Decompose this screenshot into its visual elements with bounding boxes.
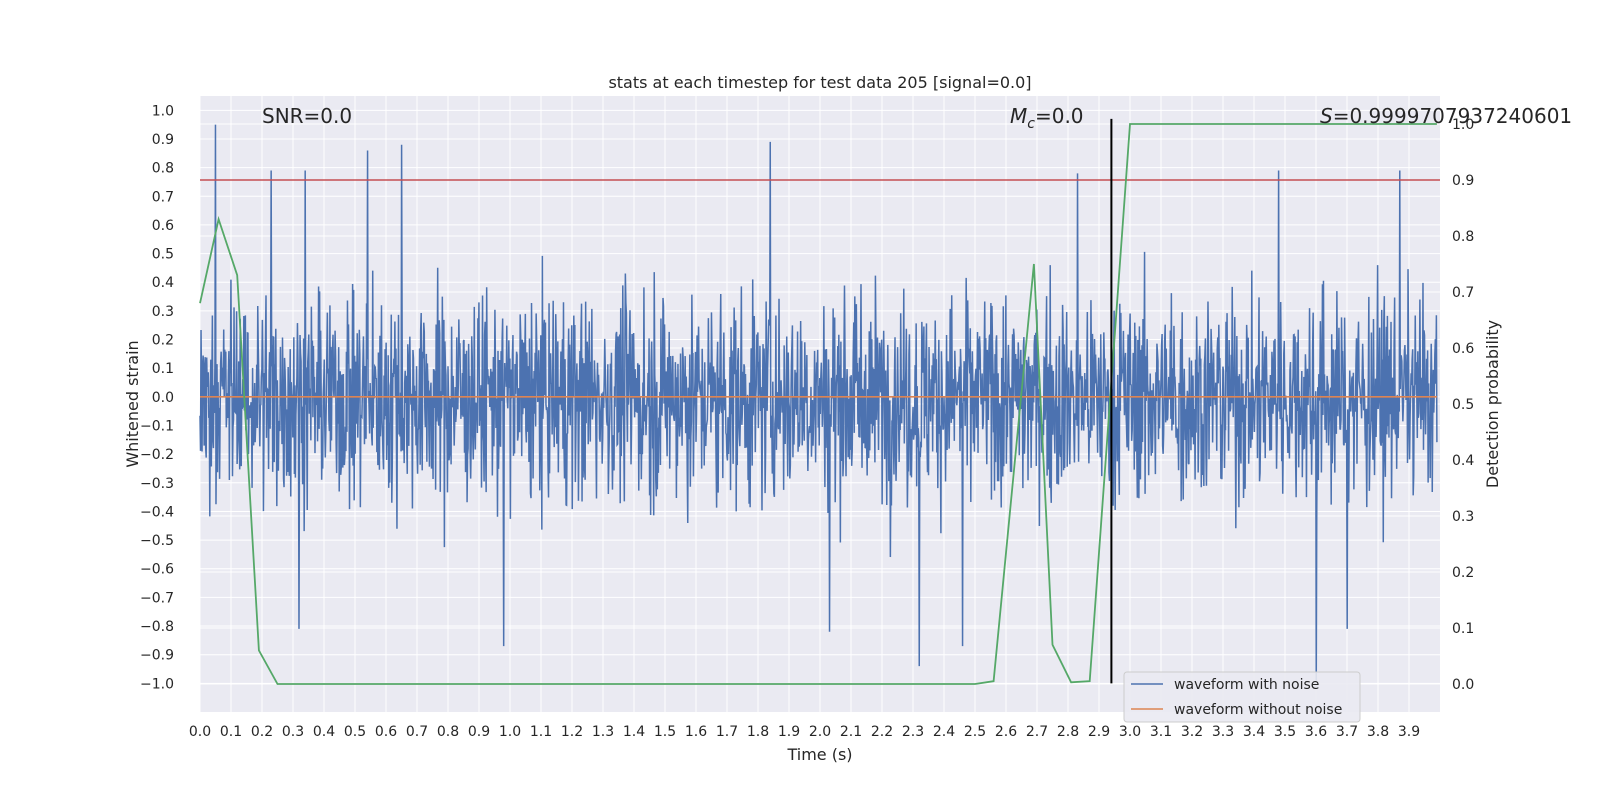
y-tick-label: 0.2 (152, 333, 174, 349)
y2-tick-label: 1.0 (1452, 117, 1474, 133)
y-tick-label: 0.3 (152, 304, 174, 320)
x-tick-label: 3.8 (1367, 724, 1389, 740)
y2-tick-label: 0.8 (1452, 229, 1474, 245)
y-tick-label: 0.0 (152, 390, 174, 406)
x-axis-label: Time (s) (786, 745, 852, 764)
x-tick-label: 3.5 (1274, 724, 1296, 740)
legend-box (1123, 671, 1361, 723)
mc-subscript: c (1027, 116, 1035, 132)
y-tick-label: 0.7 (152, 189, 174, 205)
y-tick-label: 0.1 (152, 361, 174, 377)
x-tick-label: 1.7 (716, 724, 738, 740)
x-tick-label: 0.9 (468, 724, 490, 740)
y-tick-label: −0.6 (140, 562, 174, 578)
x-tick-label: 3.1 (1150, 724, 1172, 740)
y-tick-label: −0.8 (140, 619, 174, 635)
x-tick-label: 2.9 (1088, 724, 1110, 740)
s-value: =0.9999707937240601 (1333, 104, 1572, 128)
x-ticks: 0.0 0.1 0.2 0.3 0.4 0.5 0.6 0.7 0.8 0.9 1.0 1.1 1.2 1… (189, 724, 1420, 740)
y2-tick-label: 0.7 (1452, 285, 1474, 301)
y-tick-label: −0.5 (140, 533, 174, 549)
x-tick-label: 0.1 (220, 724, 242, 740)
y-ticks: 1.0 0.9 0.8 0.7 0.6 0.5 0.4 0.3 0.2 0.1 0.0 −0.1 −0.… (140, 103, 174, 692)
waveform-with-noise-series (199, 124, 1438, 681)
y-tick-label: −1.0 (140, 676, 174, 692)
x-tick-label: 0.3 (282, 724, 304, 740)
y-tick-label: −0.4 (140, 504, 174, 520)
x-tick-label: 2.0 (809, 724, 831, 740)
y2-tick-label: 0.1 (1452, 621, 1474, 637)
x-tick-label: 1.9 (778, 724, 800, 740)
x-tick-label: 2.7 (1026, 724, 1048, 740)
x-tick-label: 2.3 (902, 724, 924, 740)
x-tick-label: 3.7 (1336, 724, 1358, 740)
x-tick-label: 3.4 (1243, 724, 1265, 740)
x-tick-label: 3.0 (1119, 724, 1141, 740)
x-tick-label: 2.1 (840, 724, 862, 740)
x-tick-label: 0.8 (437, 724, 459, 740)
x-tick-label: 0.7 (406, 724, 428, 740)
x-tick-label: 0.5 (344, 724, 366, 740)
x-tick-label: 0.4 (313, 724, 335, 740)
y2-axis-label: Detection probability (1483, 320, 1502, 488)
x-tick-label: 1.8 (747, 724, 769, 740)
x-tick-label: 3.2 (1181, 724, 1203, 740)
y2-tick-label: 0.9 (1452, 173, 1474, 189)
mc-value: =0.0 (1035, 104, 1084, 128)
y2-tick-label: 0.5 (1452, 397, 1474, 413)
waveform-with-noise-line (199, 124, 1438, 681)
y-tick-label: 0.4 (152, 275, 174, 291)
chart-title: stats at each timestep for test data 205… (608, 73, 1031, 92)
y-tick-label: 1.0 (152, 103, 174, 119)
y2-tick-label: 0.0 (1452, 677, 1474, 693)
y2-tick-label: 0.6 (1452, 341, 1474, 357)
y2-tick-label: 0.2 (1452, 565, 1474, 581)
legend-label-noise: waveform with noise (1174, 677, 1319, 693)
x-tick-label: 2.4 (933, 724, 955, 740)
y-tick-label: −0.3 (140, 476, 174, 492)
legend: waveform with noise waveform without noi… (1123, 671, 1361, 723)
x-tick-label: 1.4 (623, 724, 645, 740)
mc-symbol: M (1010, 104, 1027, 128)
legend-label-clean: waveform without noise (1174, 702, 1342, 718)
x-tick-label: 1.0 (499, 724, 521, 740)
y-axis-label: Whitened strain (123, 340, 142, 467)
mc-annotation: Mc=0.0 (1010, 104, 1084, 132)
y-tick-label: −0.2 (140, 447, 174, 463)
x-tick-label: 1.5 (654, 724, 676, 740)
x-tick-label: 1.2 (561, 724, 583, 740)
detection-probability-line (199, 123, 1437, 685)
x-tick-label: 1.3 (592, 724, 614, 740)
y-tick-label: 0.9 (152, 132, 174, 148)
x-tick-label: 2.8 (1057, 724, 1079, 740)
overlay-lines (199, 118, 1440, 685)
x-tick-label: 1.6 (685, 724, 707, 740)
x-tick-label: 0.0 (189, 724, 211, 740)
s-annotation: S=0.9999707937240601 (1320, 104, 1572, 128)
x-tick-label: 2.2 (871, 724, 893, 740)
x-tick-label: 3.3 (1212, 724, 1234, 740)
y-tick-label: −0.7 (140, 590, 174, 606)
x-tick-label: 2.6 (995, 724, 1017, 740)
y2-tick-label: 0.4 (1452, 453, 1474, 469)
snr-annotation: SNR=0.0 (262, 104, 352, 128)
y-tick-label: 0.6 (152, 218, 174, 234)
x-tick-label: 0.2 (251, 724, 273, 740)
y-tick-label: 0.5 (152, 247, 174, 263)
x-tick-label: 2.5 (964, 724, 986, 740)
s-symbol: S (1320, 104, 1333, 128)
y2-ticks: 1.0 0.9 0.8 0.7 0.6 0.5 0.4 0.3 0.2 0.1 0.0 (1452, 117, 1474, 693)
x-tick-label: 3.9 (1398, 724, 1420, 740)
x-tick-label: 3.6 (1305, 724, 1327, 740)
x-tick-label: 0.6 (375, 724, 397, 740)
x-tick-label: 1.1 (530, 724, 552, 740)
y2-tick-label: 0.3 (1452, 509, 1474, 525)
y-tick-label: 0.8 (152, 161, 174, 177)
y-tick-label: −0.9 (140, 648, 174, 664)
y-tick-label: −0.1 (140, 418, 174, 434)
